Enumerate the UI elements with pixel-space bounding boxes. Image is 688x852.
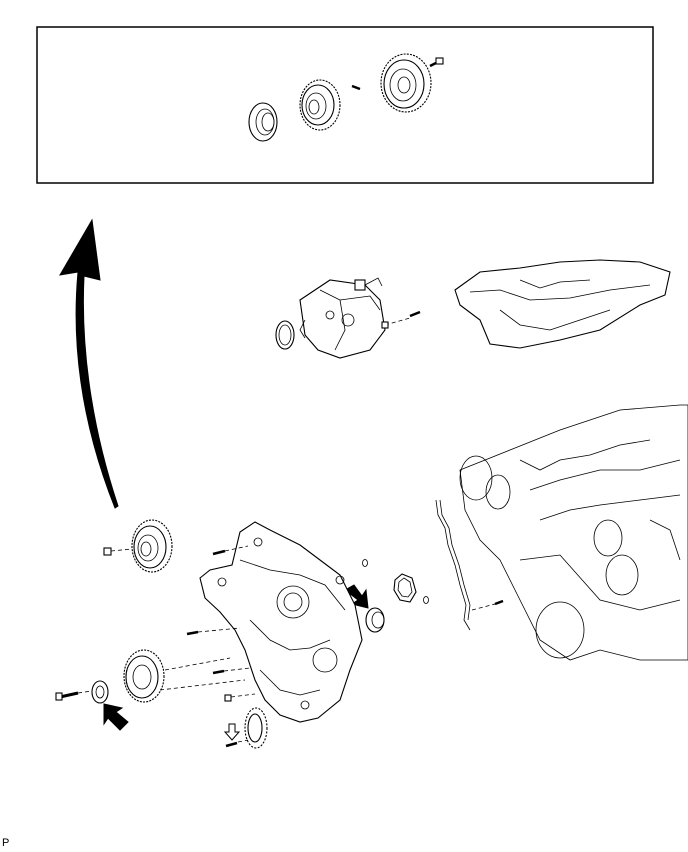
large-gear-detail — [380, 53, 432, 113]
timing-rotor-part — [225, 707, 268, 749]
key-pin-detail — [351, 84, 361, 91]
gear-bolt — [55, 690, 93, 701]
figure-code: P — [2, 837, 10, 849]
thrust-washer-part — [91, 680, 109, 704]
small-gear-detail — [299, 79, 341, 131]
fuel-pump-part — [275, 277, 421, 359]
indicator-arrow-icon — [344, 584, 369, 609]
oil-seal-part — [365, 607, 385, 633]
intake-manifold-part — [454, 259, 671, 349]
drive-gear-part — [123, 649, 246, 703]
cover-gasket-part — [435, 499, 471, 631]
cover-bolts — [186, 545, 256, 702]
detail-inset-box — [36, 26, 654, 184]
idler-gear-part — [103, 519, 173, 573]
curved-arrow-icon — [59, 218, 119, 509]
gasket-bolt — [494, 599, 504, 606]
engine-block-part — [459, 404, 688, 661]
bolt-detail — [429, 57, 444, 68]
hollow-arrow-icon — [223, 723, 241, 741]
timing-cover-part — [199, 521, 363, 723]
indicator-arrow-icon — [103, 703, 129, 731]
oil-seal-detail — [248, 102, 278, 142]
oil-pump-gasket-part — [362, 559, 429, 604]
